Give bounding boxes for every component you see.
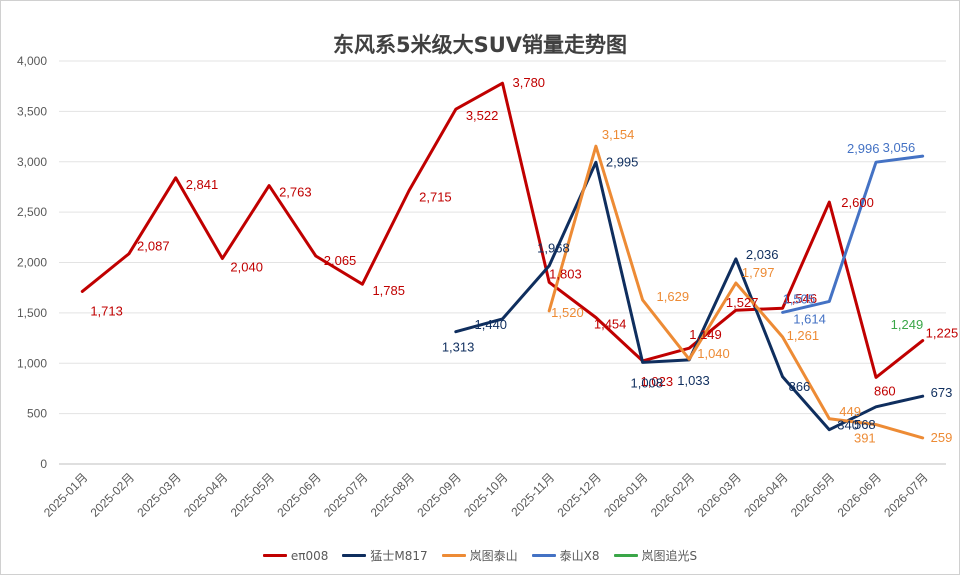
y-tick-label: 3,500 bbox=[17, 104, 47, 118]
data-label: 3,056 bbox=[883, 140, 916, 155]
x-tick-label: 2025-11月 bbox=[508, 470, 557, 519]
legend-item: 岚图追光S bbox=[613, 547, 698, 564]
y-tick-label: 500 bbox=[27, 407, 47, 421]
x-tick-label: 2025-07月 bbox=[321, 470, 371, 520]
y-tick-label: 2,500 bbox=[17, 205, 47, 219]
data-label: 1,505 bbox=[783, 291, 816, 306]
data-label: 2,841 bbox=[186, 177, 219, 192]
series-lines bbox=[80, 81, 925, 440]
data-label: 2,763 bbox=[279, 185, 312, 200]
data-label: 2,036 bbox=[746, 247, 779, 262]
x-tick-label: 2025-10月 bbox=[461, 470, 511, 520]
legend-swatch bbox=[531, 554, 556, 557]
data-label: 1,225 bbox=[926, 326, 959, 341]
data-label: 1,033 bbox=[677, 373, 710, 388]
data-label: 2,715 bbox=[419, 189, 452, 204]
data-label: 2,996 bbox=[847, 141, 880, 156]
data-label: 1,785 bbox=[372, 283, 405, 298]
data-label: 2,087 bbox=[137, 239, 170, 254]
y-tick-label: 4,000 bbox=[17, 54, 47, 68]
y-axis: 0 500 1,000 1,500 2,000 2,500 3,000 3,500 4,000 bbox=[17, 54, 47, 471]
data-label: 1,261 bbox=[787, 328, 820, 343]
y-tick-label: 2,000 bbox=[17, 256, 47, 270]
data-label: 1,803 bbox=[549, 266, 582, 281]
data-label: 860 bbox=[874, 383, 896, 398]
x-tick-label: 2025-03月 bbox=[134, 470, 184, 520]
x-tick-label: 2025-02月 bbox=[88, 470, 138, 520]
x-tick-label: 2026-04月 bbox=[741, 470, 791, 520]
legend-swatch bbox=[613, 554, 638, 557]
data-label: 2,600 bbox=[841, 195, 874, 210]
legend-swatch bbox=[441, 554, 466, 557]
chart-title: 东风系5米级大SUV销量走势图 bbox=[332, 33, 628, 57]
data-label: 1,454 bbox=[594, 317, 627, 332]
data-label: 1,440 bbox=[475, 317, 508, 332]
x-tick-label: 2025-01月 bbox=[41, 470, 91, 520]
data-label: 1,023 bbox=[641, 374, 674, 389]
x-tick-label: 2025-09月 bbox=[414, 470, 464, 520]
data-label: 568 bbox=[854, 417, 876, 432]
legend-label: 岚图追光S bbox=[641, 549, 698, 563]
data-label: 1,520 bbox=[551, 305, 584, 320]
x-tick-label: 2025-06月 bbox=[274, 470, 324, 520]
data-label: 1,249 bbox=[891, 317, 924, 332]
legend-item: 岚图泰山 bbox=[441, 547, 518, 564]
data-label: 673 bbox=[931, 385, 953, 400]
x-tick-label: 2026-05月 bbox=[788, 470, 838, 520]
y-tick-label: 0 bbox=[40, 457, 47, 471]
x-tick-label: 2026-06月 bbox=[835, 470, 885, 520]
legend-item: 泰山X8 bbox=[531, 547, 600, 564]
x-tick-label: 2025-05月 bbox=[228, 470, 278, 520]
data-label: 2,040 bbox=[230, 259, 263, 274]
data-label: 391 bbox=[854, 431, 876, 446]
x-axis: 2025-01月2025-02月2025-03月2025-04月2025-05月… bbox=[41, 470, 931, 520]
x-tick-label: 2026-03月 bbox=[695, 470, 745, 520]
data-label: 1,968 bbox=[537, 241, 570, 256]
legend-label: 岚图泰山 bbox=[469, 549, 518, 563]
legend: eπ008 猛士M817 岚图泰山 泰山X8 岚图追光S bbox=[1, 547, 959, 564]
data-label: 2,995 bbox=[606, 154, 639, 169]
data-label: 1,313 bbox=[442, 340, 475, 355]
data-label: 3,522 bbox=[466, 108, 499, 123]
legend-label: 猛士M817 bbox=[370, 549, 428, 563]
legend-item: 猛士M817 bbox=[342, 547, 428, 564]
series-line bbox=[547, 144, 925, 440]
data-label: 3,780 bbox=[513, 75, 546, 90]
legend-swatch bbox=[342, 554, 367, 557]
legend-label: 泰山X8 bbox=[559, 549, 600, 563]
legend-item: eπ008 bbox=[262, 547, 329, 564]
data-label: 1,629 bbox=[657, 289, 690, 304]
data-labels: 1,713 2,087 2,841 2,040 2,763 2,065 1,785 2,715… bbox=[90, 75, 958, 445]
x-tick-label: 2025-12月 bbox=[554, 470, 604, 520]
data-label: 449 bbox=[839, 404, 861, 419]
data-label: 866 bbox=[789, 379, 811, 394]
data-label: 1,546 bbox=[785, 291, 818, 306]
x-tick-label: 2026-02月 bbox=[648, 470, 698, 520]
x-tick-label: 2026-01月 bbox=[601, 470, 651, 520]
data-label: 1,040 bbox=[697, 346, 730, 361]
y-tick-label: 1,500 bbox=[17, 306, 47, 320]
data-label: 1,797 bbox=[742, 265, 775, 280]
x-tick-label: 2025-08月 bbox=[368, 470, 418, 520]
data-label: 1,149 bbox=[689, 327, 722, 342]
y-tick-label: 1,000 bbox=[17, 356, 47, 370]
y-tick-label: 3,000 bbox=[17, 155, 47, 169]
legend-swatch bbox=[262, 554, 287, 557]
data-label: 1,527 bbox=[726, 295, 759, 310]
x-tick-label: 2025-04月 bbox=[181, 470, 231, 520]
grid-lines bbox=[59, 60, 946, 465]
data-label: 1,713 bbox=[90, 303, 123, 318]
data-label: 2,065 bbox=[324, 253, 357, 268]
data-label: 3,154 bbox=[602, 127, 635, 142]
legend-label: eπ008 bbox=[290, 548, 329, 563]
x-tick-label: 2026-07月 bbox=[881, 470, 931, 520]
data-label: 1,614 bbox=[793, 311, 826, 326]
series-line bbox=[781, 154, 925, 314]
data-label: 340 bbox=[837, 418, 859, 433]
data-label: 1,008 bbox=[631, 375, 664, 390]
series-line bbox=[80, 81, 925, 379]
data-label: 259 bbox=[931, 430, 953, 445]
